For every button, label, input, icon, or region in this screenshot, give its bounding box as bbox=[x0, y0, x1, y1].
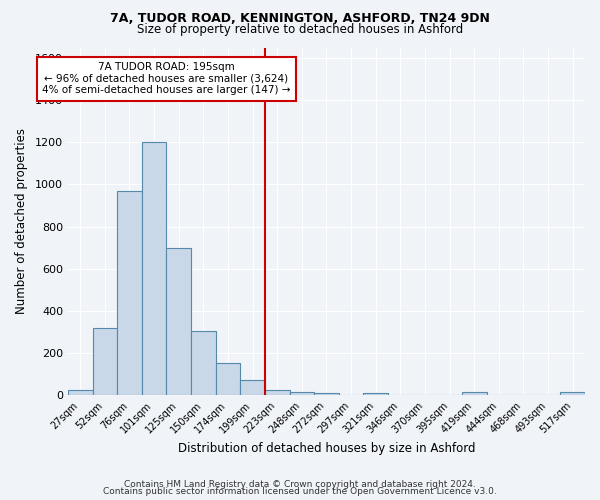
Text: Contains public sector information licensed under the Open Government Licence v3: Contains public sector information licen… bbox=[103, 488, 497, 496]
Bar bbox=[364, 393, 388, 395]
Bar bbox=[92, 328, 117, 395]
Text: Contains HM Land Registry data © Crown copyright and database right 2024.: Contains HM Land Registry data © Crown c… bbox=[124, 480, 476, 489]
Bar bbox=[191, 331, 215, 395]
Bar bbox=[68, 390, 92, 395]
Text: 7A, TUDOR ROAD, KENNINGTON, ASHFORD, TN24 9DN: 7A, TUDOR ROAD, KENNINGTON, ASHFORD, TN2… bbox=[110, 12, 490, 26]
Bar bbox=[240, 380, 265, 395]
Bar bbox=[215, 362, 240, 395]
Bar bbox=[560, 392, 585, 395]
Bar bbox=[462, 392, 487, 395]
Y-axis label: Number of detached properties: Number of detached properties bbox=[15, 128, 28, 314]
Text: 7A TUDOR ROAD: 195sqm
← 96% of detached houses are smaller (3,624)
4% of semi-de: 7A TUDOR ROAD: 195sqm ← 96% of detached … bbox=[42, 62, 290, 96]
Bar bbox=[265, 390, 290, 395]
Bar bbox=[290, 392, 314, 395]
Bar bbox=[166, 248, 191, 395]
Bar bbox=[314, 393, 339, 395]
X-axis label: Distribution of detached houses by size in Ashford: Distribution of detached houses by size … bbox=[178, 442, 475, 455]
Bar bbox=[142, 142, 166, 395]
Text: Size of property relative to detached houses in Ashford: Size of property relative to detached ho… bbox=[137, 22, 463, 36]
Bar bbox=[117, 191, 142, 395]
